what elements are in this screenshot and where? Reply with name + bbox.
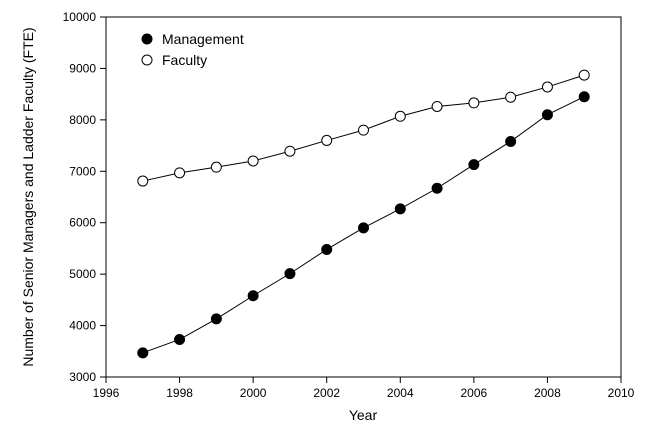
y-axis-title: Number of Senior Managers and Ladder Fac… [20,27,36,366]
data-point-management [394,203,406,215]
data-point-faculty [578,69,590,81]
legend-marker-faculty [141,54,153,66]
data-point-faculty [505,91,517,103]
series-layer [137,69,590,359]
plot-border [105,16,622,378]
x-tick-label: 2006 [461,386,488,400]
y-tick-label: 5000 [69,267,96,281]
data-point-faculty [541,81,553,93]
x-axis-ticks: 1996 1998 2000 2002 2004 2006 2008 2010 [93,377,635,400]
data-point-faculty [174,167,186,179]
x-tick-label: 2004 [387,386,414,400]
y-tick-label: 6000 [69,216,96,230]
plot-frame [105,16,622,378]
data-point-faculty [321,134,333,146]
x-tick-label: 2008 [534,386,561,400]
x-tick-label: 2000 [240,386,267,400]
legend-label-faculty: Faculty [162,52,207,68]
y-tick-label: 4000 [69,319,96,333]
data-point-faculty [468,97,480,109]
x-axis-title: Year [349,407,378,423]
data-point-faculty [210,161,222,173]
data-point-faculty [358,124,369,136]
data-point-management [321,243,333,255]
y-axis-ticks: 3000 4000 5000 6000 7000 8000 9000 10000 [63,10,106,384]
data-point-faculty [284,145,296,157]
data-point-faculty [247,155,259,167]
data-point-management [468,159,480,171]
y-tick-label: 7000 [69,164,96,178]
x-tick-label: 1998 [166,386,193,400]
x-tick-label: 1996 [93,386,120,400]
legend: Management Faculty [141,31,244,68]
data-point-management [578,91,590,103]
data-point-management [284,268,296,280]
data-point-management [358,222,369,234]
data-point-management [137,347,149,359]
data-point-faculty [431,100,443,112]
x-tick-label: 2010 [608,386,635,400]
data-point-faculty [394,110,406,122]
x-tick-label: 2002 [313,386,340,400]
data-point-management [541,109,553,121]
series-faculty [137,69,590,187]
legend-marker-management [141,33,153,45]
y-tick-label: 9000 [69,61,96,75]
data-point-management [505,135,517,147]
data-point-management [174,333,186,345]
y-tick-label: 8000 [69,113,96,127]
y-tick-label: 3000 [69,370,96,384]
data-point-management [247,290,259,302]
series-management [137,91,590,359]
data-point-management [210,313,222,325]
legend-label-management: Management [162,31,244,47]
data-point-faculty [137,175,149,187]
data-point-management [431,182,443,194]
y-tick-label: 10000 [63,10,97,24]
